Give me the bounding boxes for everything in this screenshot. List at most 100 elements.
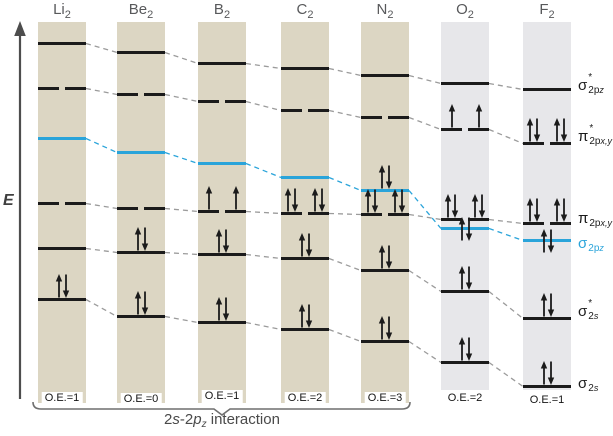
level-sigma_star_2s	[198, 253, 246, 256]
orbital-label-pi_2pxy: π 2px,y	[578, 209, 612, 229]
level-sigma_star_2s	[38, 247, 86, 250]
level-sigma_star_2s	[117, 251, 165, 254]
level-pi_star_2pxy	[550, 142, 571, 145]
connector-sigma_2pz	[488, 227, 524, 242]
electron-pair	[390, 189, 407, 218]
connector-sigma_2s	[164, 315, 199, 324]
level-pi_2pxy	[388, 213, 409, 216]
level-sigma_2s	[523, 385, 571, 388]
level-sigma_star_2s	[281, 257, 329, 260]
connector-sigma_2pz	[164, 151, 199, 165]
orbital-label-sigma_2pz: σ 2pz	[578, 234, 604, 254]
level-pi_2pxy	[144, 207, 165, 210]
electron-pair	[552, 198, 569, 227]
level-sigma_star_2pz	[117, 51, 165, 54]
column-band-n2	[361, 22, 409, 403]
connector-sigma_2s	[85, 298, 118, 318]
energy-axis-label: E	[3, 192, 14, 209]
connector-sigma_2pz	[408, 190, 442, 229]
level-sigma_2s	[198, 321, 246, 324]
connector-sigma_2s	[408, 340, 442, 364]
column-band-f2	[523, 22, 571, 390]
level-sigma_2pz	[281, 176, 329, 179]
level-sigma_star_2s	[361, 269, 409, 272]
level-sigma_star_2pz	[441, 82, 489, 85]
level-sigma_2s	[117, 315, 165, 318]
electron-single	[474, 104, 484, 133]
molecule-label-f2: F2	[539, 1, 555, 21]
electron-pair	[377, 165, 394, 194]
level-pi_2pxy	[441, 218, 462, 221]
level-pi_2pxy	[198, 210, 219, 213]
level-sigma_2pz	[117, 151, 165, 154]
level-pi_star_2pxy	[225, 100, 246, 103]
connector-pi_star_2pxy	[164, 93, 199, 103]
level-sigma_star_2pz	[361, 74, 409, 77]
electron-single	[231, 186, 241, 215]
connector-sigma_star_2s	[85, 247, 118, 254]
connector-sigma_2s	[328, 328, 362, 343]
electron-pair	[133, 227, 150, 256]
level-sigma_2s	[441, 361, 489, 364]
level-pi_star_2pxy	[361, 116, 382, 119]
level-sigma_2s	[38, 298, 86, 301]
connector-pi_2pxy	[85, 202, 118, 210]
molecule-label-be2: Be2	[128, 1, 154, 21]
connector-sigma_star_2pz	[488, 82, 524, 91]
level-pi_star_2pxy	[117, 93, 138, 96]
level-sigma_star_2pz	[523, 88, 571, 91]
level-pi_2pxy	[225, 210, 246, 213]
molecule-label-c2: C2	[296, 1, 314, 21]
level-pi_star_2pxy	[441, 128, 462, 131]
connector-sigma_star_2s	[245, 253, 282, 260]
connector-pi_2pxy	[164, 207, 199, 213]
bracket-label: 2s-2pz interaction	[164, 411, 280, 430]
electron-pair	[377, 245, 394, 274]
electron-pair	[377, 316, 394, 345]
level-pi_star_2pxy	[388, 116, 409, 119]
level-pi_2pxy	[65, 202, 86, 205]
level-pi_star_2pxy	[198, 100, 219, 103]
level-sigma_2pz	[361, 189, 409, 192]
level-sigma_2s	[281, 328, 329, 331]
bond-order-label-be2: O.E.=0	[120, 393, 162, 406]
electron-pair	[297, 233, 314, 262]
connector-sigma_2s	[488, 361, 524, 388]
connector-pi_star_2pxy	[85, 87, 118, 96]
level-sigma_star_2pz	[281, 67, 329, 70]
level-pi_star_2pxy	[468, 128, 489, 131]
bond-order-label-f2: O.E.=1	[526, 394, 568, 407]
level-pi_star_2pxy	[523, 142, 544, 145]
bond-order-label-b2: O.E.=1	[201, 390, 243, 403]
level-sigma_star_2s	[441, 290, 489, 293]
connector-sigma_star_2pz	[85, 42, 118, 54]
electron-pair	[54, 274, 71, 303]
molecule-label-li2: Li2	[53, 1, 71, 21]
electron-pair	[470, 194, 487, 223]
connector-pi_2pxy	[408, 213, 442, 221]
level-sigma_2pz	[523, 239, 571, 242]
electron-single	[447, 104, 457, 133]
level-pi_2pxy	[523, 222, 544, 225]
column-band-be2	[117, 22, 165, 403]
bond-order-label-li2: O.E.=1	[41, 392, 83, 405]
electron-pair	[214, 229, 231, 258]
electron-pair	[539, 361, 556, 390]
bond-order-label-c2: O.E.=2	[284, 392, 326, 405]
orbital-label-sigma_star_2pz: σ * 2pz	[578, 72, 604, 96]
connector-sigma_star_2s	[408, 269, 442, 293]
level-pi_2pxy	[38, 202, 59, 205]
level-pi_star_2pxy	[38, 87, 59, 90]
level-pi_star_2pxy	[144, 93, 165, 96]
level-sigma_star_2s	[523, 317, 571, 320]
connector-pi_star_2pxy	[408, 116, 442, 131]
level-pi_star_2pxy	[281, 109, 302, 112]
connector-sigma_2pz	[328, 176, 362, 192]
level-pi_2pxy	[308, 212, 329, 215]
electron-pair	[457, 266, 474, 295]
column-band-li2	[38, 22, 86, 403]
electron-pair	[310, 188, 327, 217]
electron-pair	[539, 293, 556, 322]
electron-pair	[283, 188, 300, 217]
